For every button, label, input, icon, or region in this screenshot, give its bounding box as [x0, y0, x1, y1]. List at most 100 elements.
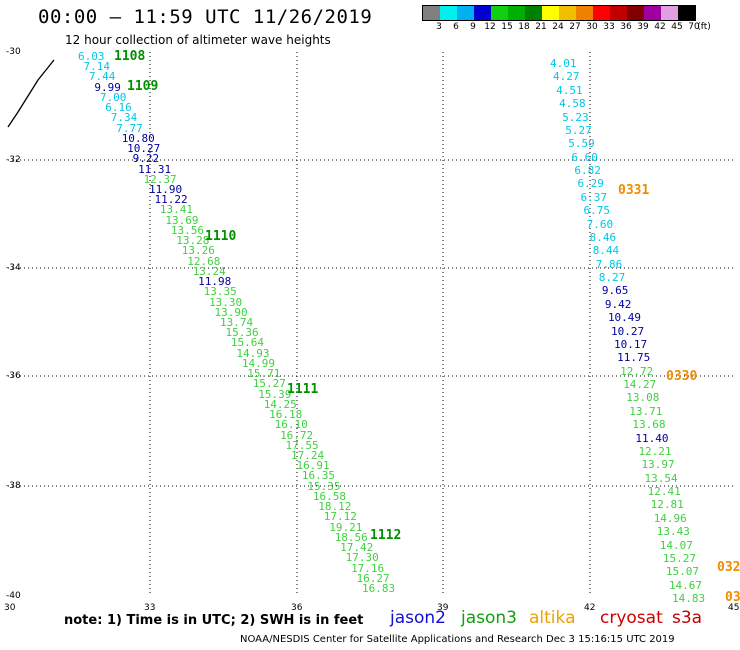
swh-observation: 15.71 — [247, 367, 281, 381]
legend-label: 70 — [688, 22, 700, 32]
swh-observation: 16.10 — [274, 418, 308, 432]
swh-observation: 8.27 — [598, 271, 626, 284]
swh-observation: 12.37 — [143, 172, 177, 186]
credit-footer: NOAA/NESDIS Center for Satellite Applica… — [240, 634, 675, 645]
swh-observation: 17.30 — [345, 551, 379, 565]
swh-observation: 16.91 — [296, 459, 330, 473]
swh-observation: 13.97 — [641, 458, 675, 472]
swh-observation: 10.27 — [611, 324, 645, 338]
legend-swatch — [491, 6, 508, 20]
swh-observation: 13.08 — [626, 391, 660, 405]
swh-observation: 11.22 — [154, 193, 188, 207]
swh-observation: 9.42 — [604, 297, 632, 311]
swh-observation: 10.17 — [614, 337, 648, 351]
legend-label: 36 — [620, 22, 632, 32]
legend-label: 9 — [470, 22, 476, 32]
swh-observation: 13.71 — [629, 404, 663, 418]
swh-observation: 16.83 — [362, 582, 396, 595]
swh-observation: 17.55 — [285, 438, 319, 452]
pass-time-label: 0330 — [666, 369, 698, 384]
swh-observation: 7.34 — [110, 111, 138, 125]
swh-observation: 19.21 — [329, 520, 363, 534]
swh-observation: 15.07 — [665, 565, 700, 579]
swh-observation: 8.44 — [592, 244, 620, 258]
legend-swatch — [440, 6, 457, 20]
swh-observation: 7.44 — [88, 70, 116, 84]
swh-observation: 6.37 — [580, 190, 608, 204]
page-title: 00:00 – 11:59 UTC 11/26/2019 — [38, 6, 373, 28]
swh-observation: 15.36 — [225, 326, 259, 340]
swh-observation: 10.49 — [607, 311, 642, 325]
swh-observation: 11.31 — [138, 162, 172, 176]
legend-label: 21 — [535, 22, 547, 32]
swh-observation: 15.27 — [252, 377, 286, 391]
latitude-label: -36 — [6, 371, 21, 381]
legend-label: 30 — [586, 22, 598, 32]
longitude-label: 39 — [437, 603, 449, 613]
swh-observation: 12.41 — [647, 485, 681, 498]
satellite-label-jason2: jason2 — [390, 608, 446, 628]
swh-observation: 14.93 — [236, 346, 270, 360]
swh-observation: 14.27 — [623, 378, 657, 391]
legend-label: 42 — [654, 22, 666, 32]
legend-label: (ft) — [697, 22, 711, 32]
swh-observation: 6.75 — [583, 204, 611, 218]
legend-swatch — [542, 6, 559, 20]
swh-observation: 13.68 — [632, 418, 666, 432]
legend-labels: 3 6 9 12 15 18 21 24 27 30 33 36 39 42 45 70 (ft) — [422, 21, 711, 35]
pass-time-label: 1110 — [205, 229, 237, 244]
legend-swatch — [644, 6, 661, 20]
swh-observation: 6.60 — [571, 150, 598, 164]
swh-observation: 13.54 — [644, 471, 678, 485]
legend-label: 27 — [569, 22, 581, 32]
swh-observation: 4.58 — [559, 97, 586, 111]
swh-observation: 16.18 — [269, 408, 303, 422]
satellite-label-altika: altika — [529, 608, 576, 628]
swh-observation: 14.96 — [653, 511, 687, 525]
swh-observation: 12.68 — [187, 254, 221, 268]
swh-observation: 4.51 — [556, 83, 583, 97]
legend-label: 18 — [518, 22, 530, 32]
swh-observation: 11.40 — [635, 431, 669, 445]
legend-label: 3 — [436, 22, 442, 32]
swh-observation: 11.75 — [617, 351, 651, 365]
legend-swatch — [423, 6, 440, 20]
swh-observation: 17.24 — [291, 449, 325, 462]
swh-observation: 13.43 — [656, 525, 690, 539]
legend-label: 6 — [453, 22, 459, 32]
legend-color-bar — [422, 5, 696, 21]
swh-observation: 16.72 — [280, 428, 314, 442]
swh-observation: 7.60 — [586, 217, 614, 231]
swh-observation: 14.83 — [672, 592, 706, 605]
pass-time-label: 03 — [725, 590, 740, 605]
legend-swatch — [508, 6, 525, 20]
swh-observation: 16.27 — [356, 571, 390, 585]
swh-observation: 13.30 — [209, 295, 243, 309]
swh-observation: 6.03 — [78, 50, 105, 63]
swh-observation: 6.82 — [574, 164, 601, 177]
longitude-label: 42 — [584, 603, 596, 613]
pass-time-label: 1108 — [114, 49, 146, 64]
legend-label: 33 — [603, 22, 615, 32]
legend-swatch — [525, 6, 542, 20]
swh-observation: 18.12 — [318, 500, 352, 514]
swh-observation: 18.56 — [334, 530, 368, 544]
units-note: note: 1) Time is in UTC; 2) SWH is in fe… — [64, 613, 364, 628]
legend-label: 24 — [552, 22, 564, 32]
swh-observation: 17.12 — [323, 510, 357, 524]
swh-observation: 16.35 — [301, 469, 336, 483]
longitude-label: 33 — [144, 603, 156, 613]
satellite-label-jason3: jason3 — [461, 608, 517, 628]
swh-observation: 16.58 — [312, 489, 346, 503]
legend-swatch — [576, 6, 593, 20]
legend-swatch — [457, 6, 474, 20]
pass-time-label: 1109 — [127, 79, 159, 94]
swh-observation: 6.16 — [105, 101, 132, 115]
satellite-label-cryosat: cryosat — [600, 608, 663, 628]
legend-swatch — [661, 6, 678, 20]
latitude-label: -30 — [6, 47, 21, 57]
swh-observation: 13.56 — [170, 223, 204, 237]
swh-observation: 14.99 — [241, 356, 275, 370]
legend-swatch — [593, 6, 610, 20]
